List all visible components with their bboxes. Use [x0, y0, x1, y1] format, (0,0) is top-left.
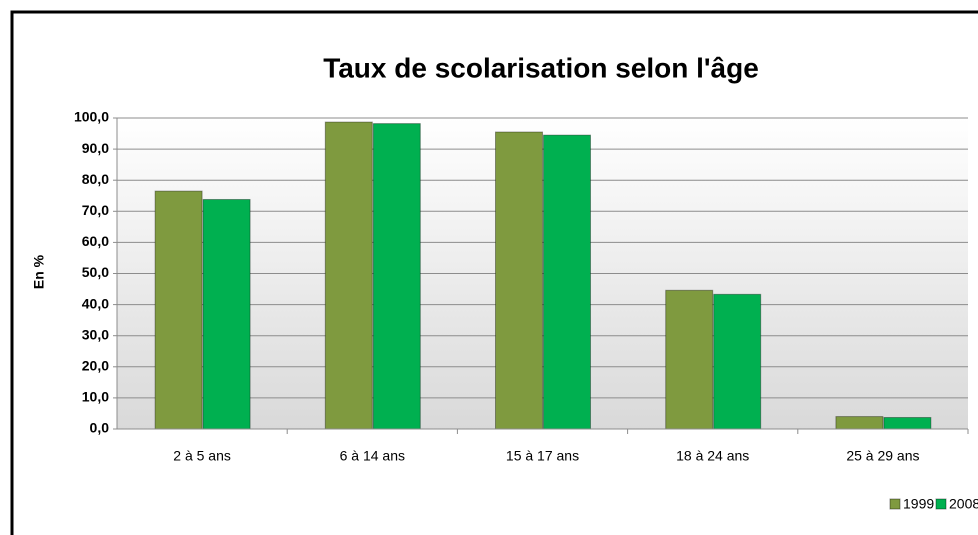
- x-tick-label: 18 à 24 ans: [676, 448, 749, 464]
- y-tick-label: 10,0: [82, 389, 109, 405]
- y-tick-label: 50,0: [82, 264, 109, 280]
- y-tick-label: 60,0: [82, 233, 109, 249]
- y-tick-label: 30,0: [82, 326, 109, 342]
- legend-label: 2008: [949, 496, 978, 512]
- bar: [202, 198, 251, 430]
- legend-swatch: [889, 498, 901, 510]
- y-tick-label: 80,0: [82, 171, 109, 187]
- x-tick-label: 2 à 5 ans: [173, 448, 231, 464]
- bar: [495, 131, 543, 430]
- bar: [883, 416, 932, 430]
- bar: [713, 293, 762, 430]
- bar: [324, 121, 373, 430]
- bar: [372, 123, 421, 430]
- y-tick-label: 70,0: [82, 202, 109, 218]
- x-tick-label: 6 à 14 ans: [340, 448, 405, 464]
- y-axis-label: En %: [31, 254, 47, 289]
- x-tick-label: 15 à 17 ans: [506, 448, 579, 464]
- y-tick-label: 20,0: [82, 358, 109, 374]
- bar: [543, 134, 591, 430]
- bar: [154, 190, 203, 430]
- legend-label: 1999: [903, 496, 934, 512]
- y-tick-label: 0,0: [90, 420, 110, 436]
- y-tick-label: 40,0: [82, 295, 109, 311]
- y-tick-label: 90,0: [82, 140, 109, 156]
- bar: [835, 416, 884, 430]
- x-tick-label: 25 à 29 ans: [846, 448, 919, 464]
- chart-title: Taux de scolarisation selon l'âge: [323, 52, 759, 83]
- y-tick-label: 100,0: [74, 109, 109, 125]
- legend-swatch: [935, 498, 947, 510]
- bar: [665, 289, 714, 430]
